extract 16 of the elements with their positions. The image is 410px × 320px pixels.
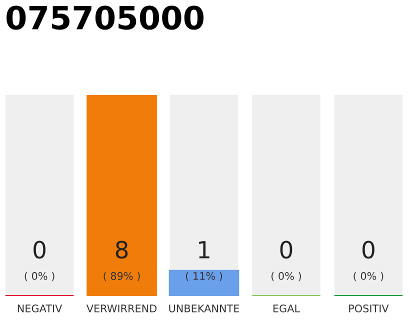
annotation: ( 0% ) xyxy=(354,272,384,282)
data-label: 1 xyxy=(199,241,210,258)
x-tick-label: NEGATIV xyxy=(18,304,62,312)
annotation: ( 89% ) xyxy=(104,272,140,282)
x-tick-label: VERWIRREND xyxy=(86,304,157,312)
x-tick-label: POSITIV xyxy=(349,304,389,312)
data-label: 0 xyxy=(280,240,292,259)
chart-title: 075705000 xyxy=(6,6,204,30)
x-tick-label: EGAL xyxy=(273,304,300,312)
data-label: 8 xyxy=(116,240,128,259)
x-tick-label: UNBEKANNTE xyxy=(169,304,240,312)
annotation: ( 11% ) xyxy=(186,272,222,282)
annotation: ( 0% ) xyxy=(24,272,54,282)
data-label: 0 xyxy=(34,240,46,259)
data-label: 0 xyxy=(362,240,374,259)
annotation: ( 0% ) xyxy=(271,272,301,282)
